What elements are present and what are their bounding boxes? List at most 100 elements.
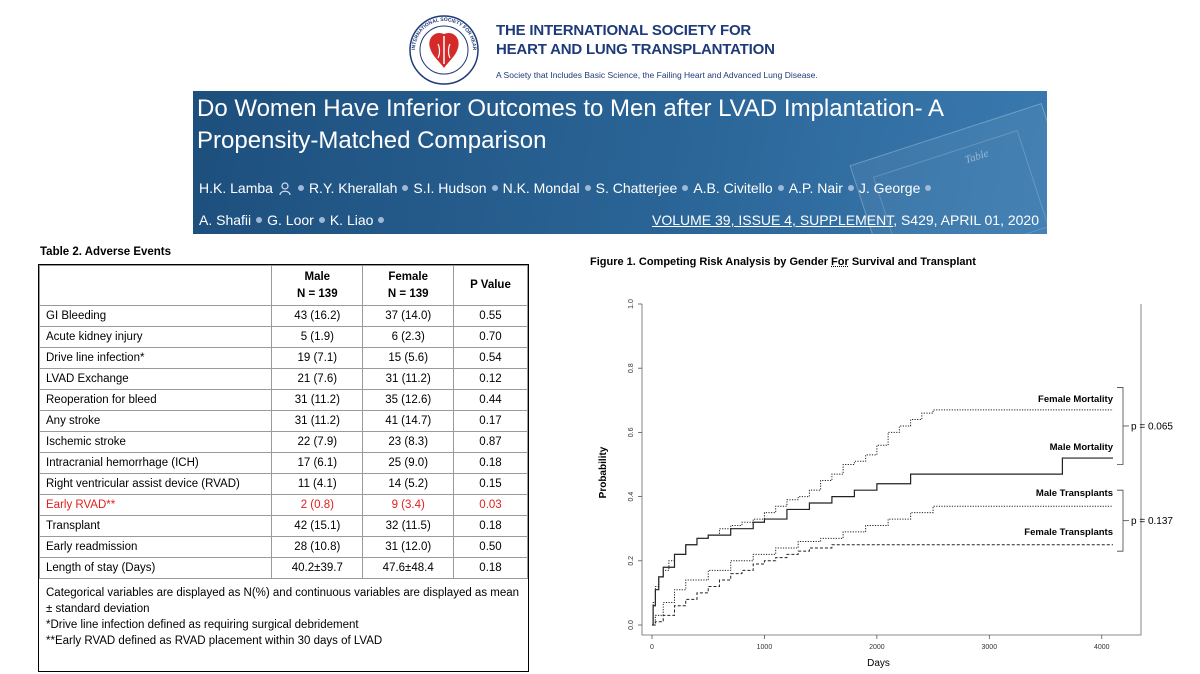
row-label: Early readmission xyxy=(38,536,273,558)
table-row: Early readmission 28 (10.8) 31 (12.0) 0.50 xyxy=(38,536,528,558)
row-label: Early RVAD** xyxy=(38,494,273,516)
table-row: LVAD Exchange 21 (7.6) 31 (11.2) 0.12 xyxy=(38,368,528,390)
table-row: Acute kidney injury 5 (1.9) 6 (2.3) 0.70 xyxy=(38,326,528,348)
separator-dot xyxy=(847,185,854,192)
cell-female: 47.6±48.4 xyxy=(362,557,454,579)
cell-p-value: 0.03 xyxy=(453,494,528,516)
series-label: Male Transplants xyxy=(1036,488,1113,499)
author-name[interactable]: J. George xyxy=(858,180,921,196)
table-row: Any stroke 31 (11.2) 41 (14.7) 0.17 xyxy=(38,410,528,432)
adverse-events-table-box: Male N = 139 Female N = 139 P Value GI Ble… xyxy=(38,264,529,672)
cell-p-value: 0.50 xyxy=(453,536,528,558)
table-header-row: Male N = 139 Female N = 139 P Value xyxy=(38,265,528,306)
separator-dot xyxy=(584,185,591,192)
table-row: Length of stay (Days) 40.2±39.7 47.6±48.4 0… xyxy=(38,557,528,579)
cell-p-value: 0.54 xyxy=(453,347,528,369)
y-tick-label: 0.2 xyxy=(628,556,635,566)
y-tick-label: 0.6 xyxy=(628,427,635,437)
table-row: Right ventricular assist device (RVAD) 11… xyxy=(38,473,528,495)
author-list-row1: H.K. Lamba R.Y. Kherallah S.I. Hudson N.K. … xyxy=(199,180,936,196)
y-axis-label: Probability xyxy=(598,446,609,498)
row-label: Right ventricular assist device (RVAD) xyxy=(38,473,273,495)
cell-female: 6 (2.3) xyxy=(362,326,454,348)
x-tick-label: 3000 xyxy=(982,644,998,651)
author-name[interactable]: S.I. Hudson xyxy=(413,180,487,196)
series-label: Female Transplants xyxy=(1024,527,1113,538)
cell-female: 31 (11.2) xyxy=(362,368,454,390)
p-value-annotation: p = 0.137 xyxy=(1131,516,1173,527)
cell-female: 32 (11.5) xyxy=(362,515,454,537)
person-icon[interactable] xyxy=(279,182,291,196)
cell-female: 37 (14.0) xyxy=(362,305,454,327)
table-row: Intracranial hemorrhage (ICH) 17 (6.1) 25 … xyxy=(38,452,528,474)
cell-male: 31 (11.2) xyxy=(271,389,364,411)
cell-female: 25 (9.0) xyxy=(362,452,454,474)
cell-female: 23 (8.3) xyxy=(362,431,454,453)
author-name[interactable]: R.Y. Kherallah xyxy=(308,180,398,196)
row-label: Acute kidney injury xyxy=(38,326,273,348)
row-label: Reoperation for bleed xyxy=(38,389,273,411)
cell-male: 17 (6.1) xyxy=(271,452,364,474)
article-banner: Table Do Women Have Inferior Outcomes to… xyxy=(193,91,1047,234)
row-label: Any stroke xyxy=(38,410,273,432)
author-name[interactable]: S. Chatterjee xyxy=(595,180,678,196)
row-label: Ischemic stroke xyxy=(38,431,273,453)
table-row: Drive line infection* 19 (7.1) 15 (5.6) 0.5… xyxy=(38,347,528,369)
table-row: Reoperation for bleed 31 (11.2) 35 (12.6) 0… xyxy=(38,389,528,411)
author-name[interactable]: A.B. Civitello xyxy=(693,180,773,196)
cell-p-value: 0.18 xyxy=(453,452,528,474)
x-tick-label: 4000 xyxy=(1094,644,1110,651)
author-name[interactable]: H.K. Lamba xyxy=(199,180,273,196)
x-axis-label: Days xyxy=(867,658,890,669)
separator-dot xyxy=(256,217,263,224)
author-name[interactable]: N.K. Mondal xyxy=(502,180,580,196)
cell-male: 19 (7.1) xyxy=(271,347,364,369)
cell-male: 2 (0.8) xyxy=(271,494,364,516)
cell-female: 15 (5.6) xyxy=(362,347,454,369)
header-male: Male N = 139 xyxy=(271,265,364,306)
y-tick-label: 0.0 xyxy=(628,620,635,630)
competing-risk-chart: 0.0 0.2 0.4 0.6 0.8 1.0 0 1000 2000 3000 4000 Days P… xyxy=(598,299,1173,669)
x-tick-label: 1000 xyxy=(757,644,773,651)
cell-p-value: 0.55 xyxy=(453,305,528,327)
cell-p-value: 0.15 xyxy=(453,473,528,495)
cell-male: 28 (10.8) xyxy=(271,536,364,558)
cell-p-value: 0.87 xyxy=(453,431,528,453)
cell-male: 21 (7.6) xyxy=(271,368,364,390)
series-line-female-transplants xyxy=(652,544,1113,626)
citation-details: , S429, APRIL 01, 2020 xyxy=(893,212,1039,228)
row-label: Transplant xyxy=(38,515,273,537)
header-blank xyxy=(38,265,273,306)
author-name[interactable]: G. Loor xyxy=(267,212,314,228)
cell-male: 31 (11.2) xyxy=(271,410,364,432)
author-list-row2: A. Shafii G. Loor K. Liao xyxy=(199,212,389,228)
row-label: Intracranial hemorrhage (ICH) xyxy=(38,452,273,474)
row-label: GI Bleeding xyxy=(38,305,273,327)
row-label: Length of stay (Days) xyxy=(38,557,273,579)
figure-title: Figure 1. Competing Risk Analysis by Gen… xyxy=(590,256,976,268)
plot-frame xyxy=(641,304,1142,636)
series-label: Male Mortality xyxy=(1050,442,1114,453)
x-tick-label: 0 xyxy=(650,644,654,651)
org-name-line2: HEART AND LUNG TRANSPLANTATION xyxy=(496,41,775,58)
cell-male: 40.2±39.7 xyxy=(271,557,364,579)
adverse-events-table: Male N = 139 Female N = 139 P Value GI Ble… xyxy=(38,265,528,579)
separator-dot xyxy=(297,185,304,192)
cell-p-value: 0.44 xyxy=(453,389,528,411)
cell-female: 31 (12.0) xyxy=(362,536,454,558)
citation: VOLUME 39, ISSUE 4, SUPPLEMENT, S429, AP… xyxy=(652,212,1039,228)
cell-male: 22 (7.9) xyxy=(271,431,364,453)
row-label: LVAD Exchange xyxy=(38,368,273,390)
separator-dot xyxy=(777,185,784,192)
series-line-male-transplants xyxy=(652,505,1113,626)
author-name[interactable]: K. Liao xyxy=(329,212,374,228)
author-name[interactable]: A. Shafii xyxy=(199,212,252,228)
y-tick-label: 1.0 xyxy=(628,299,635,309)
header-female: Female N = 139 xyxy=(362,265,454,306)
author-name[interactable]: A.P. Nair xyxy=(788,180,843,196)
cell-male: 11 (4.1) xyxy=(271,473,364,495)
cell-p-value: 0.70 xyxy=(453,326,528,348)
citation-volume-link[interactable]: VOLUME 39, ISSUE 4, SUPPLEMENT xyxy=(651,212,894,228)
footnote-early-rvad: **Early RVAD defined as RVAD placement w… xyxy=(46,635,383,647)
table-title: Table 2. Adverse Events xyxy=(40,246,172,258)
